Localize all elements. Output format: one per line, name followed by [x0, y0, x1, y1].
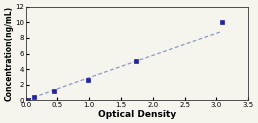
X-axis label: Optical Density: Optical Density: [98, 110, 176, 119]
Y-axis label: Concentration(ng/mL): Concentration(ng/mL): [4, 6, 13, 101]
